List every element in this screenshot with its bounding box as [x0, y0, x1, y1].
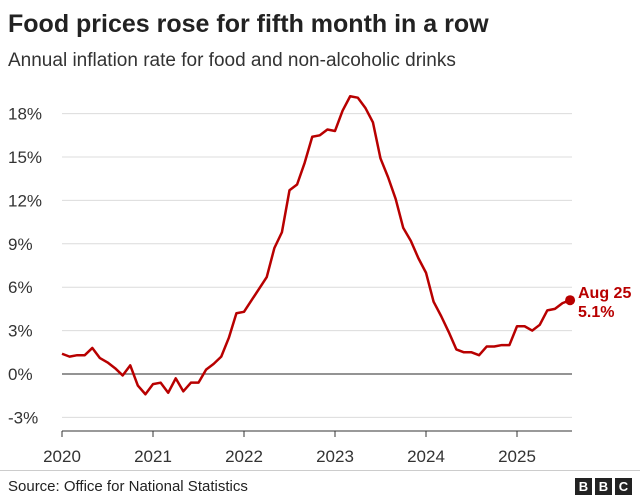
x-tick-label: 2021: [134, 447, 172, 466]
x-tick-label: 2024: [407, 447, 445, 466]
y-tick-label: 15%: [8, 148, 42, 167]
logo-letter: C: [615, 478, 632, 495]
footer-divider: [0, 470, 640, 471]
y-tick-label: 6%: [8, 278, 33, 297]
x-tick-label: 2020: [43, 447, 81, 466]
y-tick-label: 9%: [8, 235, 33, 254]
chart-title: Food prices rose for fifth month in a ro…: [8, 10, 489, 38]
x-tick-label: 2022: [225, 447, 263, 466]
annotation-date: Aug 25: [578, 285, 631, 302]
y-tick-label: 12%: [8, 191, 42, 210]
series-line: [61, 94, 571, 396]
logo-letter: B: [595, 478, 612, 495]
line-chart: 18% 15% 12% 9% 6% 3% 0% -3% 2020 2021 2022 2023 2024…: [8, 94, 631, 466]
y-tick-label: -3%: [8, 408, 38, 427]
logo-letter: B: [575, 478, 592, 495]
bbc-logo: B B C: [575, 478, 632, 495]
x-tick-label: 2023: [316, 447, 354, 466]
y-tick-label: 3%: [8, 322, 33, 341]
last-point-marker: [565, 295, 576, 306]
annotation-value: 5.1%: [578, 304, 614, 321]
y-tick-label: 18%: [8, 105, 42, 124]
chart-subtitle: Annual inflation rate for food and non-a…: [8, 50, 456, 71]
y-tick-label: 0%: [8, 365, 33, 384]
x-tick-label: 2025: [498, 447, 536, 466]
source-note: Source: Office for National Statistics: [8, 478, 248, 495]
